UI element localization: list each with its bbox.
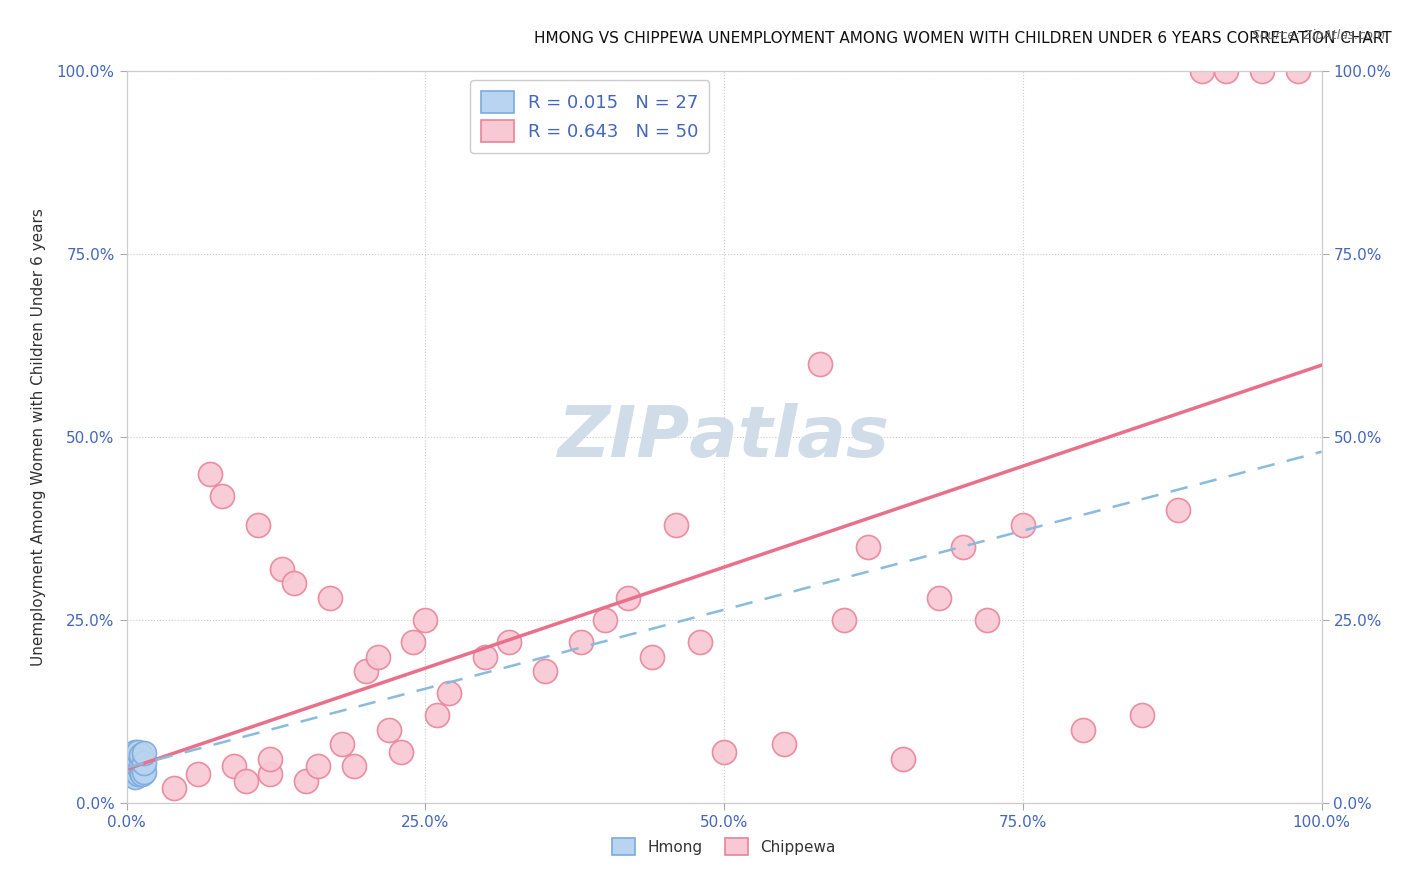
Point (641, 649, 664, 664)
Point (127, 745, 149, 759)
Point (124, 770, 146, 784)
Point (1250, 64, 1272, 78)
Point (928, 591, 950, 605)
Point (200, 467, 222, 481)
Point (307, 759, 329, 773)
Point (891, 752, 914, 766)
Point (129, 759, 152, 773)
Point (330, 737, 353, 751)
Point (127, 759, 149, 773)
Point (283, 576, 305, 591)
Point (354, 664, 377, 678)
Point (1167, 503, 1189, 517)
Point (413, 613, 436, 627)
Point (121, 766, 143, 780)
Point (120, 756, 142, 770)
Point (773, 737, 796, 751)
Point (391, 745, 413, 759)
Point (120, 763, 142, 777)
Point (294, 773, 316, 788)
Point (127, 752, 149, 766)
Point (366, 649, 388, 664)
Point (402, 635, 425, 649)
Point (134, 746, 156, 760)
Text: Source: ZipAtlas.com: Source: ZipAtlas.com (1251, 29, 1385, 42)
Point (856, 540, 879, 554)
Point (124, 756, 146, 770)
Point (569, 635, 592, 649)
Point (1130, 708, 1153, 723)
Point (134, 765, 156, 780)
Point (593, 613, 616, 627)
Point (378, 723, 401, 737)
Point (235, 773, 257, 788)
Text: ZIP​atlas: ZIP​atlas (558, 402, 890, 472)
Point (134, 756, 156, 770)
Y-axis label: Unemployment Among Women with Children Under 6 years: Unemployment Among Women with Children U… (31, 208, 45, 666)
Point (498, 635, 520, 649)
Point (617, 591, 640, 605)
Point (426, 708, 449, 723)
Point (211, 489, 233, 503)
Point (129, 748, 152, 763)
Point (1286, 64, 1309, 78)
Point (343, 759, 366, 773)
Point (259, 766, 281, 780)
Point (832, 613, 855, 627)
Point (127, 766, 149, 780)
Point (120, 759, 142, 773)
Point (125, 761, 148, 775)
Point (665, 517, 688, 532)
Point (121, 759, 143, 773)
Legend: Hmong, Chippewa: Hmong, Chippewa (606, 832, 842, 861)
Point (1071, 723, 1094, 737)
Point (121, 763, 143, 777)
Point (124, 763, 146, 777)
Point (1215, 64, 1237, 78)
Point (1191, 64, 1213, 78)
Point (1011, 517, 1033, 532)
Point (121, 748, 143, 763)
Point (474, 649, 496, 664)
Point (247, 517, 270, 532)
Point (222, 759, 246, 773)
Text: HMONG VS CHIPPEWA UNEMPLOYMENT AMONG WOMEN WITH CHILDREN UNDER 6 YEARS CORRELATI: HMONG VS CHIPPEWA UNEMPLOYMENT AMONG WOM… (534, 31, 1392, 46)
Point (163, 781, 186, 796)
Point (439, 686, 461, 700)
Point (131, 766, 153, 780)
Point (120, 766, 142, 780)
Point (689, 635, 711, 649)
Point (318, 591, 342, 605)
Point (120, 752, 142, 766)
Point (270, 562, 294, 576)
Point (976, 613, 998, 627)
Point (129, 765, 152, 780)
Point (187, 766, 209, 780)
Point (125, 753, 148, 767)
Point (952, 540, 974, 554)
Point (125, 765, 148, 780)
Point (808, 357, 831, 371)
Point (259, 752, 281, 766)
Point (533, 664, 555, 678)
Point (713, 745, 735, 759)
Point (124, 745, 146, 759)
